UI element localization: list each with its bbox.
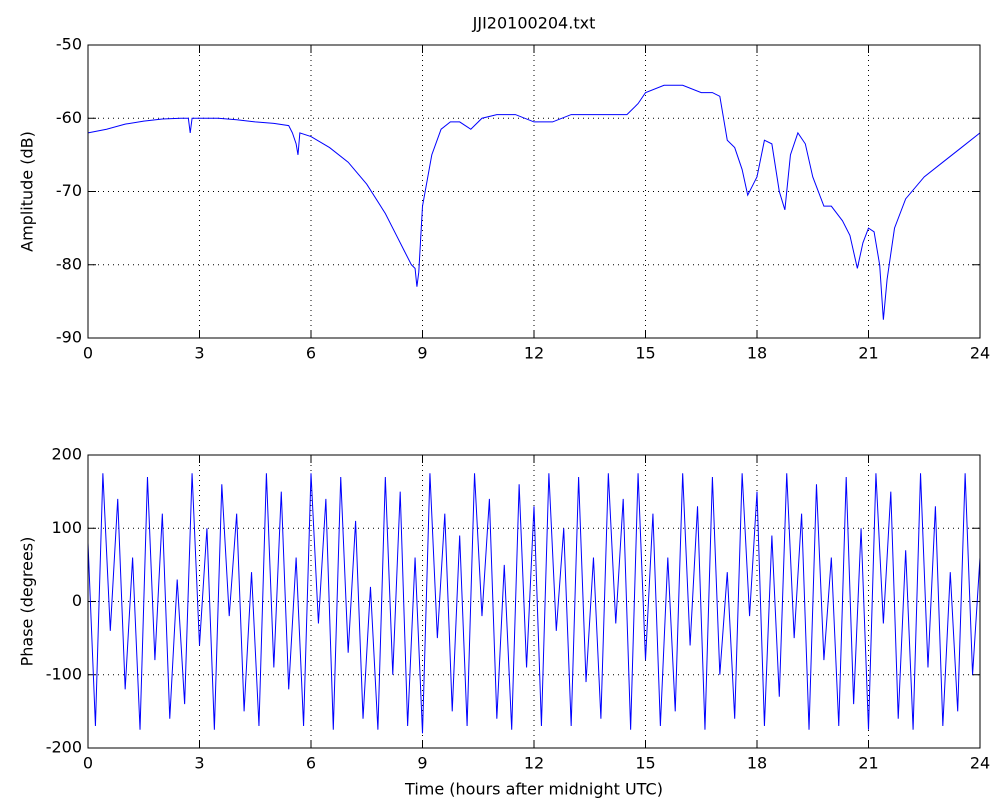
y-tick-label: -100 xyxy=(46,664,82,683)
y-axis-label: Amplitude (dB) xyxy=(18,131,37,252)
x-tick-label: 12 xyxy=(524,754,544,773)
x-tick-label: 18 xyxy=(747,754,767,773)
x-tick-label: 3 xyxy=(194,344,204,363)
data-line xyxy=(87,473,981,734)
y-tick-label: -90 xyxy=(56,328,82,347)
x-tick-label: 24 xyxy=(970,344,990,363)
y-tick-label: -50 xyxy=(56,35,82,54)
y-tick-label: 100 xyxy=(51,518,82,537)
y-tick-label: -60 xyxy=(56,108,82,127)
x-tick-label: 9 xyxy=(417,344,427,363)
x-tick-label: 21 xyxy=(858,344,878,363)
x-tick-label: 15 xyxy=(635,344,655,363)
y-tick-label: 200 xyxy=(51,445,82,464)
y-axis-label: Phase (degrees) xyxy=(18,537,37,667)
x-tick-label: 9 xyxy=(417,754,427,773)
y-tick-label: -200 xyxy=(46,738,82,757)
axes-box xyxy=(87,454,981,749)
x-tick-label: 21 xyxy=(858,754,878,773)
x-tick-label: 6 xyxy=(306,344,316,363)
y-tick-label: 0 xyxy=(72,591,82,610)
x-tick-label: 0 xyxy=(83,344,93,363)
x-tick-label: 3 xyxy=(194,754,204,773)
chart-title: JJI20100204.txt xyxy=(472,14,596,33)
y-tick-label: -80 xyxy=(56,254,82,273)
x-tick-label: 15 xyxy=(635,754,655,773)
data-line xyxy=(87,84,981,320)
x-axis-label: Time (hours after midnight UTC) xyxy=(404,780,663,799)
x-tick-label: 18 xyxy=(747,344,767,363)
x-tick-label: 12 xyxy=(524,344,544,363)
y-tick-label: -70 xyxy=(56,181,82,200)
x-tick-label: 0 xyxy=(83,754,93,773)
axes-box xyxy=(87,44,981,339)
x-tick-label: 6 xyxy=(306,754,316,773)
x-tick-label: 24 xyxy=(970,754,990,773)
